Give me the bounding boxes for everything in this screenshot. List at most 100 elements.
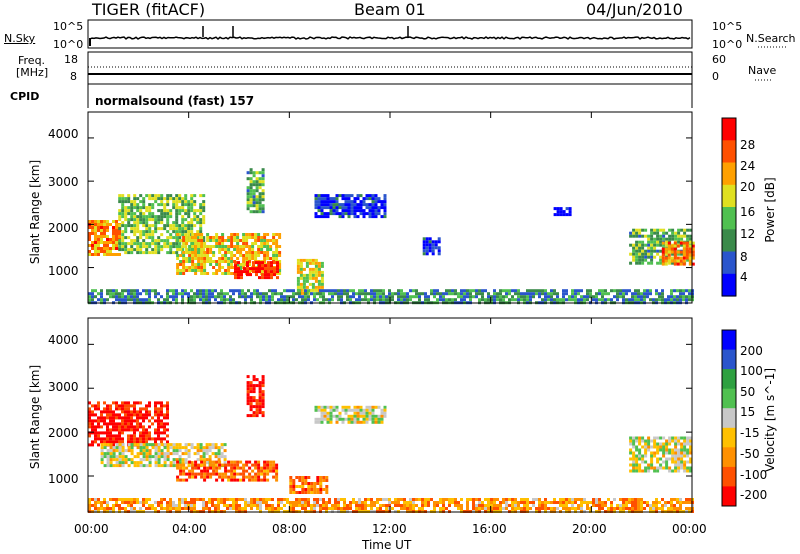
power-cell bbox=[103, 232, 106, 235]
power-cell bbox=[346, 298, 349, 302]
velocity-cell bbox=[365, 417, 369, 421]
p1-ytick: 2000 bbox=[48, 221, 79, 235]
velocity-cell bbox=[517, 504, 520, 507]
power-cell bbox=[397, 292, 400, 296]
velocity-cell bbox=[214, 455, 218, 459]
velocity-cell bbox=[580, 504, 583, 507]
power-cell bbox=[373, 292, 376, 296]
velocity-cell bbox=[520, 498, 523, 501]
velocity-cell bbox=[145, 431, 148, 435]
velocity-cell bbox=[257, 466, 261, 470]
velocity-cell bbox=[377, 417, 381, 421]
power-cell bbox=[499, 289, 502, 293]
power-cell bbox=[203, 245, 207, 248]
power-cell bbox=[431, 252, 435, 256]
velocity-cell bbox=[397, 504, 400, 507]
velocity-cell bbox=[127, 449, 131, 453]
power-cell bbox=[246, 195, 250, 199]
power-cell bbox=[166, 230, 170, 234]
velocity-cell bbox=[130, 446, 134, 450]
power-cell bbox=[205, 295, 208, 299]
velocity-cell bbox=[367, 504, 370, 507]
velocity-cell bbox=[261, 384, 265, 388]
velocity-cell bbox=[686, 466, 690, 470]
power-colorbar-segment bbox=[722, 207, 736, 230]
velocity-cell bbox=[157, 416, 160, 420]
power-cell bbox=[145, 224, 149, 228]
velocity-cell bbox=[88, 501, 91, 504]
power-cell bbox=[209, 251, 213, 254]
velocity-cell bbox=[163, 413, 166, 417]
power-cell bbox=[88, 292, 91, 296]
velocity-cell bbox=[275, 472, 279, 476]
velocity-cell bbox=[157, 461, 161, 465]
velocity-cell bbox=[454, 504, 457, 507]
power-cell bbox=[109, 238, 112, 241]
velocity-cell bbox=[103, 416, 106, 420]
power-cell bbox=[190, 227, 194, 231]
power-cell bbox=[187, 248, 191, 252]
power-cell bbox=[647, 246, 651, 250]
velocity-cell bbox=[184, 461, 188, 465]
velocity-cell bbox=[662, 448, 666, 452]
power-cell bbox=[160, 227, 164, 231]
power-cell bbox=[197, 239, 201, 242]
power-cell bbox=[221, 233, 225, 236]
power-cell bbox=[268, 295, 271, 299]
power-cell bbox=[212, 254, 216, 257]
velocity-cell bbox=[142, 504, 145, 507]
power-cell bbox=[641, 261, 645, 265]
power-cell bbox=[200, 233, 204, 236]
velocity-cell bbox=[259, 507, 262, 510]
power-cell bbox=[194, 248, 198, 251]
velocity-cell bbox=[304, 501, 307, 504]
velocity-cell bbox=[298, 501, 301, 504]
power-cell bbox=[677, 234, 681, 238]
power-cell bbox=[265, 298, 268, 302]
velocity-cell bbox=[586, 507, 589, 510]
velocity-cell bbox=[328, 501, 331, 504]
power-cell bbox=[370, 292, 373, 296]
power-colorbar-segment bbox=[722, 273, 736, 297]
power-cell bbox=[100, 298, 103, 302]
velocity-cell bbox=[304, 479, 308, 482]
power-cell bbox=[661, 241, 665, 245]
velocity-cell bbox=[301, 476, 305, 479]
velocity-cell bbox=[325, 479, 329, 482]
power-cell bbox=[641, 258, 645, 262]
velocity-cell bbox=[232, 501, 235, 504]
power-cell bbox=[299, 270, 303, 274]
velocity-cell bbox=[246, 414, 250, 418]
velocity-cell bbox=[517, 507, 520, 510]
power-cell bbox=[661, 250, 665, 254]
power-cell bbox=[361, 289, 364, 293]
power-cell bbox=[145, 251, 149, 255]
velocity-cell bbox=[448, 504, 451, 507]
velocity-cell bbox=[233, 472, 237, 476]
power-cell bbox=[169, 236, 173, 240]
power-cell bbox=[202, 221, 206, 225]
power-cell bbox=[181, 245, 185, 249]
power-cell bbox=[255, 204, 259, 208]
power-cell bbox=[409, 295, 412, 299]
power-cell bbox=[206, 251, 210, 254]
power-cell bbox=[258, 198, 262, 202]
velocity-cell bbox=[361, 504, 364, 507]
power-cell bbox=[190, 197, 194, 201]
power-cell bbox=[308, 288, 312, 292]
velocity-cell bbox=[145, 446, 149, 450]
power-cell bbox=[686, 258, 690, 262]
power-cell bbox=[665, 252, 669, 256]
power-cell bbox=[643, 292, 646, 296]
power-cell bbox=[358, 298, 361, 302]
velocity-cell bbox=[238, 507, 241, 510]
power-cell bbox=[252, 204, 256, 208]
power-cell bbox=[682, 295, 685, 299]
velocity-cell bbox=[239, 478, 243, 482]
velocity-cell bbox=[229, 498, 232, 501]
velocity-cell bbox=[223, 458, 227, 462]
power-cell bbox=[682, 250, 686, 254]
power-cell bbox=[178, 206, 182, 210]
power-cell bbox=[258, 264, 261, 268]
velocity-cell bbox=[334, 507, 337, 510]
